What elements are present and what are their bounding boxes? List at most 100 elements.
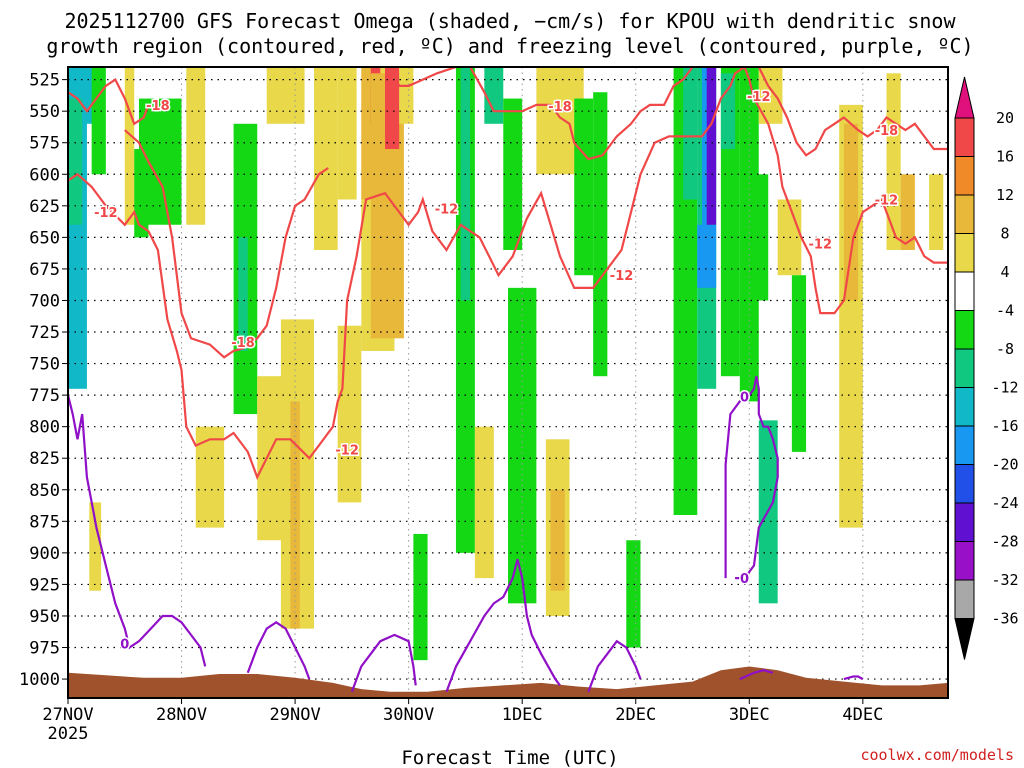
- omega-cell: [474, 426, 494, 579]
- omega-shading-layer: [68, 67, 944, 661]
- omega-cell: [697, 224, 717, 288]
- x-tick-label: 30NOV: [383, 705, 434, 725]
- omega-cell: [124, 67, 135, 225]
- freezing-level-contour-line: [246, 620, 311, 680]
- credit-text: coolwx.com/models: [860, 746, 1014, 764]
- colorbar-label: -16: [991, 417, 1018, 435]
- dgz-contour-line: [68, 77, 150, 126]
- colorbar-label: -24: [991, 494, 1018, 512]
- colorbar-swatch: [954, 156, 975, 196]
- colorbar-label: -12: [991, 379, 1018, 397]
- freezing-level-contour-line: [843, 675, 864, 681]
- freezing-level-contour-line: [724, 375, 779, 580]
- omega-cell: [508, 287, 537, 604]
- colorbar-swatch: [954, 117, 975, 157]
- y-tick-label: 950: [29, 607, 60, 627]
- y-tick-label: 775: [29, 386, 60, 406]
- colorbar-label: -36: [991, 610, 1018, 628]
- y-tick-label: 550: [29, 102, 60, 122]
- colorbar-label: -32: [991, 571, 1018, 589]
- contour-layer: -12 -18 -18 -12 -12 -18 -12 -12 -12 -18 -12 0 0 0: [68, 67, 948, 693]
- dgz-contour-label: -18: [548, 100, 572, 115]
- dgz-contour-line: [388, 67, 457, 88]
- omega-cell: [886, 73, 901, 250]
- omega-cell: [314, 67, 338, 250]
- omega-cell: [195, 426, 225, 528]
- x-tick-label: 2DEC: [615, 705, 656, 725]
- dgz-contour-line: [469, 67, 694, 161]
- x-tick-label: 3DEC: [729, 705, 770, 725]
- colorbar-swatch: [954, 233, 975, 273]
- omega-cell: [290, 401, 300, 629]
- colorbar-swatch: [954, 387, 975, 427]
- omega-cell: [91, 67, 106, 175]
- omega-cell: [900, 174, 915, 250]
- dgz-contour-label: -18: [231, 336, 255, 351]
- omega-cell: [720, 73, 736, 150]
- y-tick-label: 875: [29, 512, 60, 532]
- y-tick-label: 825: [29, 449, 60, 469]
- omega-cell: [739, 67, 759, 402]
- terrain-ground: [68, 666, 948, 698]
- y-tick-label: 725: [29, 323, 60, 343]
- colorbar-swatch: [954, 310, 975, 350]
- terrain-layer: [68, 666, 948, 698]
- omega-cell: [574, 98, 594, 276]
- dgz-contour-label: -18: [146, 99, 170, 114]
- dgz-contour-label: -12: [747, 90, 771, 105]
- y-tick-label: 750: [29, 355, 60, 375]
- y-tick-label: 575: [29, 134, 60, 154]
- x-tick-label: 28NOV: [156, 705, 207, 725]
- y-tick-label: 800: [29, 418, 60, 438]
- chart-title-line-1: 2025112700 GFS Forecast Omega (shaded, −…: [64, 9, 956, 33]
- colorbar-label: 16: [996, 148, 1014, 166]
- colorbar-label: 8: [1000, 225, 1009, 243]
- omega-cell: [138, 98, 182, 225]
- freezing-level-contour-line: [350, 633, 417, 693]
- omega-cell: [68, 98, 83, 225]
- y-tick-label: 925: [29, 575, 60, 595]
- colorbar-label: 20: [996, 109, 1014, 127]
- omega-cell: [503, 98, 523, 250]
- freezing-level-contour-line: [445, 558, 561, 693]
- omega-cell: [266, 67, 305, 124]
- colorbar-swatch: [954, 541, 975, 581]
- omega-cell: [186, 67, 206, 225]
- omega-cell: [626, 540, 641, 648]
- y-tick-label: 600: [29, 165, 60, 185]
- colorbar-arrow-top: [954, 76, 975, 119]
- x-axis-title: Forecast Time (UTC): [401, 747, 618, 768]
- colorbar-swatch: [954, 464, 975, 504]
- x-tick-label: 4DEC: [842, 705, 883, 725]
- dgz-contour-line: [757, 67, 948, 157]
- freezing-level-contour-line: [739, 669, 774, 681]
- dgz-contour-label: -12: [435, 202, 459, 217]
- y-tick-label: 700: [29, 291, 60, 311]
- omega-cell: [238, 237, 248, 351]
- y-tick-label: 1000: [19, 670, 60, 690]
- dgz-contour-label: -12: [335, 443, 359, 458]
- dgz-contour-label: -12: [875, 194, 899, 209]
- colorbar-label: 12: [996, 186, 1014, 204]
- colorbar-label: -28: [991, 533, 1018, 551]
- y-tick-label: 975: [29, 639, 60, 659]
- colorbar-swatch: [954, 579, 975, 619]
- omega-cell: [593, 92, 608, 377]
- y-tick-label: 625: [29, 197, 60, 217]
- omega-cell: [683, 67, 698, 200]
- freezing-contour-label: 0: [120, 638, 129, 653]
- dgz-contour-label: -12: [610, 269, 634, 284]
- colorbar-swatch: [954, 348, 975, 388]
- freezing-contour-label: 0: [740, 572, 749, 587]
- dgz-contour-label: -18: [875, 124, 899, 139]
- omega-cell: [550, 489, 565, 591]
- freezing-level-contour-line: [587, 639, 642, 693]
- dgz-contour-line: [124, 129, 329, 359]
- freezing-level-contour-line: [68, 394, 207, 667]
- colorbar-label: 4: [1000, 263, 1009, 281]
- colorbar-swatch: [954, 194, 975, 234]
- colorbar-swatch: [954, 425, 975, 465]
- omega-cell: [337, 67, 357, 200]
- dgz-contour-label: -12: [94, 206, 118, 221]
